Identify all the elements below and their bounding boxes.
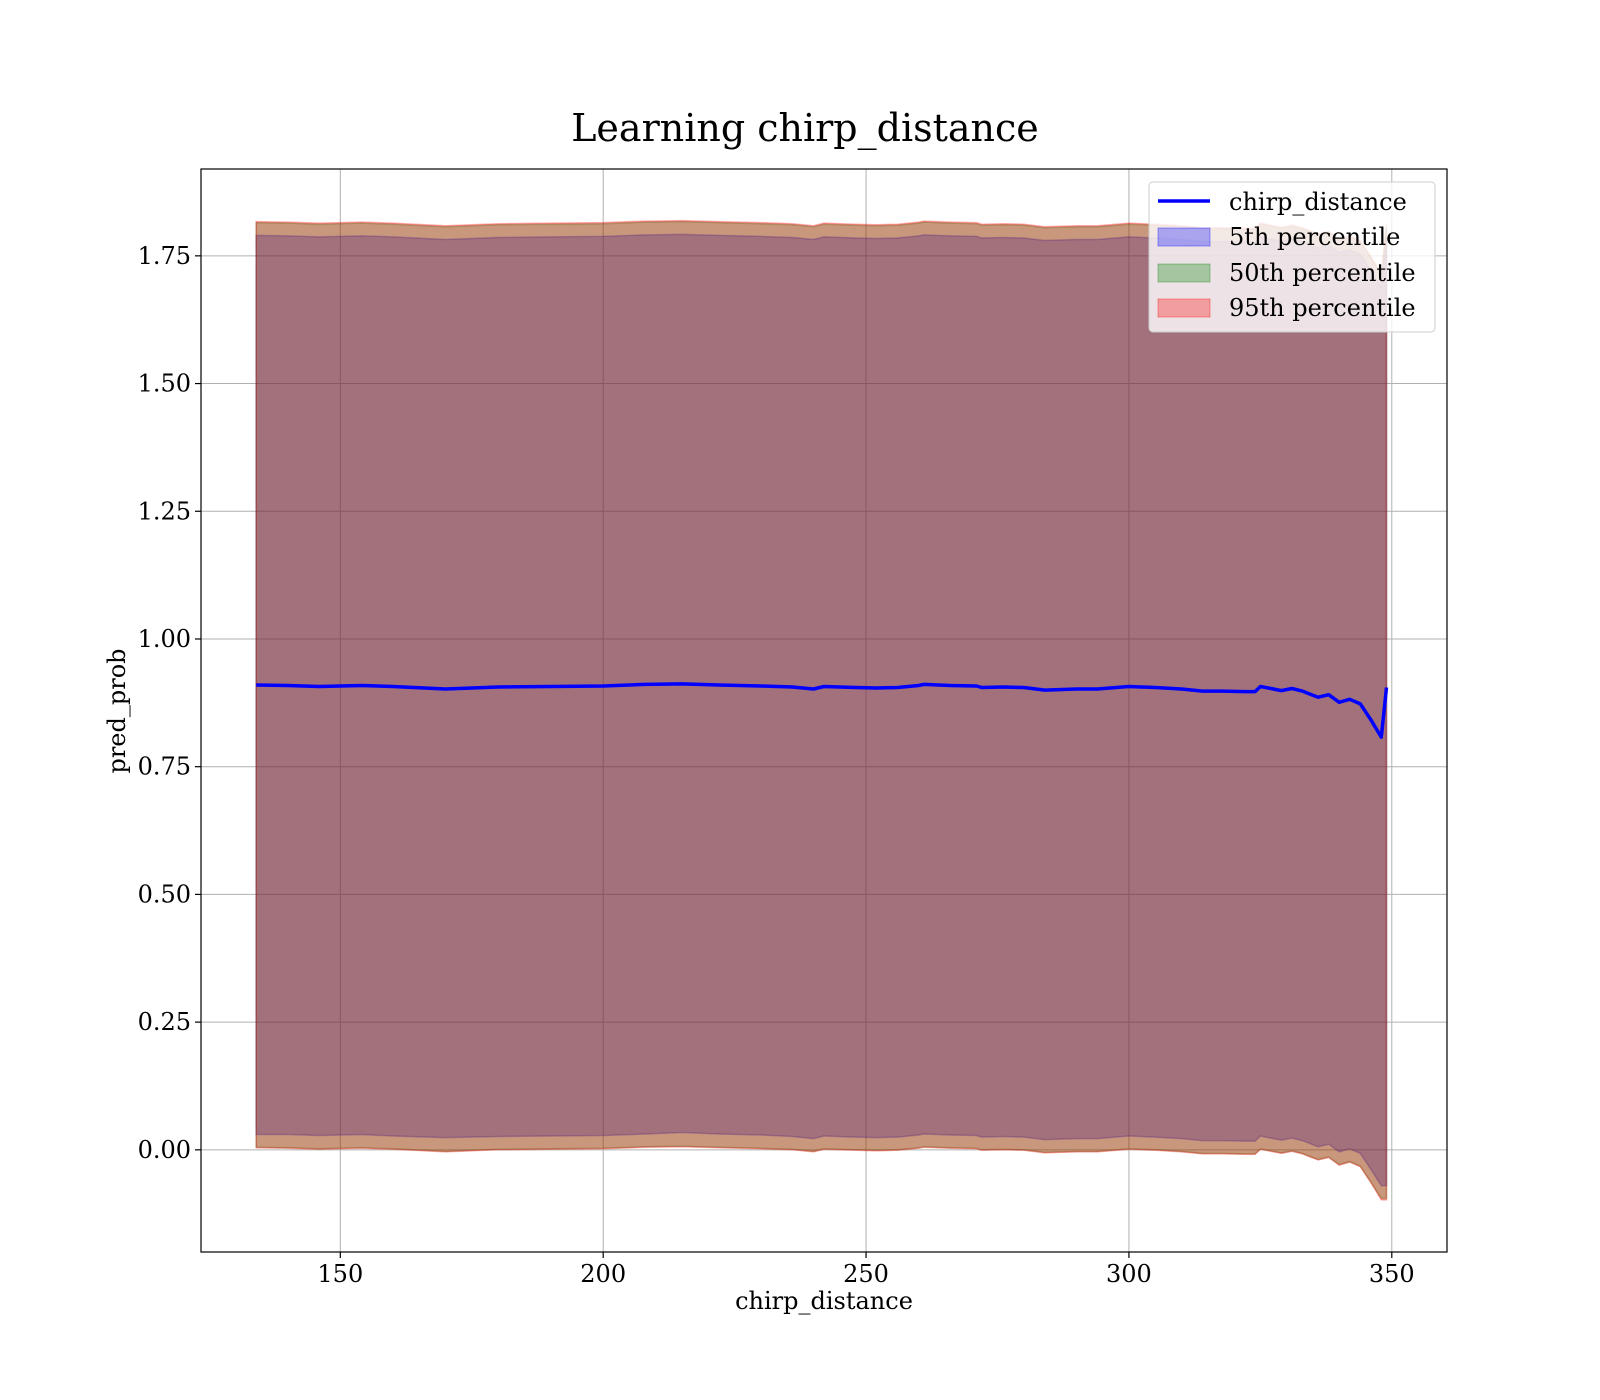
band-50th-percentile <box>255 220 1388 1200</box>
x-tick-label-200: 200 <box>580 1260 626 1288</box>
x-axis-label: chirp_distance <box>735 1287 913 1315</box>
legend-swatch-50th <box>1157 263 1211 283</box>
y-tick-label-1.25: 1.25 <box>138 497 191 525</box>
y-tick-label-0.75: 0.75 <box>138 753 191 781</box>
x-tick-label-250: 250 <box>843 1260 889 1288</box>
x-tick-label-150: 150 <box>317 1260 363 1288</box>
legend: chirp_distance 5th percentile 50th perce… <box>1148 181 1436 333</box>
legend-label-5th: 5th percentile <box>1229 223 1400 251</box>
series-line <box>256 682 1389 739</box>
legend-swatch-95th <box>1157 298 1211 318</box>
y-tick-label-0.5: 0.50 <box>138 880 191 908</box>
legend-box <box>1148 181 1436 333</box>
x-tick-label-300: 300 <box>1106 1260 1152 1288</box>
y-tick-label-1: 1.00 <box>138 625 191 653</box>
y-axis-label: pred_prob <box>103 648 131 773</box>
legend-swatch-5th <box>1157 227 1211 247</box>
y-tick-label-0: 0.00 <box>138 1136 191 1164</box>
band-5th-percentile <box>255 233 1388 1187</box>
y-tick-label-1.5: 1.50 <box>138 370 191 398</box>
percentile-bands <box>255 219 1388 1201</box>
y-axis-ticks: 0.00 0.25 0.50 0.75 1.00 1.25 1.50 1.75 <box>138 242 201 1164</box>
plot-frame <box>200 168 1448 1253</box>
y-tick-label-0.25: 0.25 <box>138 1008 191 1036</box>
x-tick-label-350: 350 <box>1369 1260 1415 1288</box>
y-tick-label-1.75: 1.75 <box>138 242 191 270</box>
legend-label-50th: 50th percentile <box>1229 259 1416 287</box>
series-line-chirp-distance <box>256 682 1389 739</box>
chart-title: Learning chirp_distance <box>571 106 1039 151</box>
x-axis-ticks: 150 200 250 300 350 <box>317 1252 1415 1288</box>
legend-label-line: chirp_distance <box>1229 188 1407 216</box>
band-95th-percentile <box>255 219 1388 1201</box>
legend-label-95th: 95th percentile <box>1229 294 1416 322</box>
